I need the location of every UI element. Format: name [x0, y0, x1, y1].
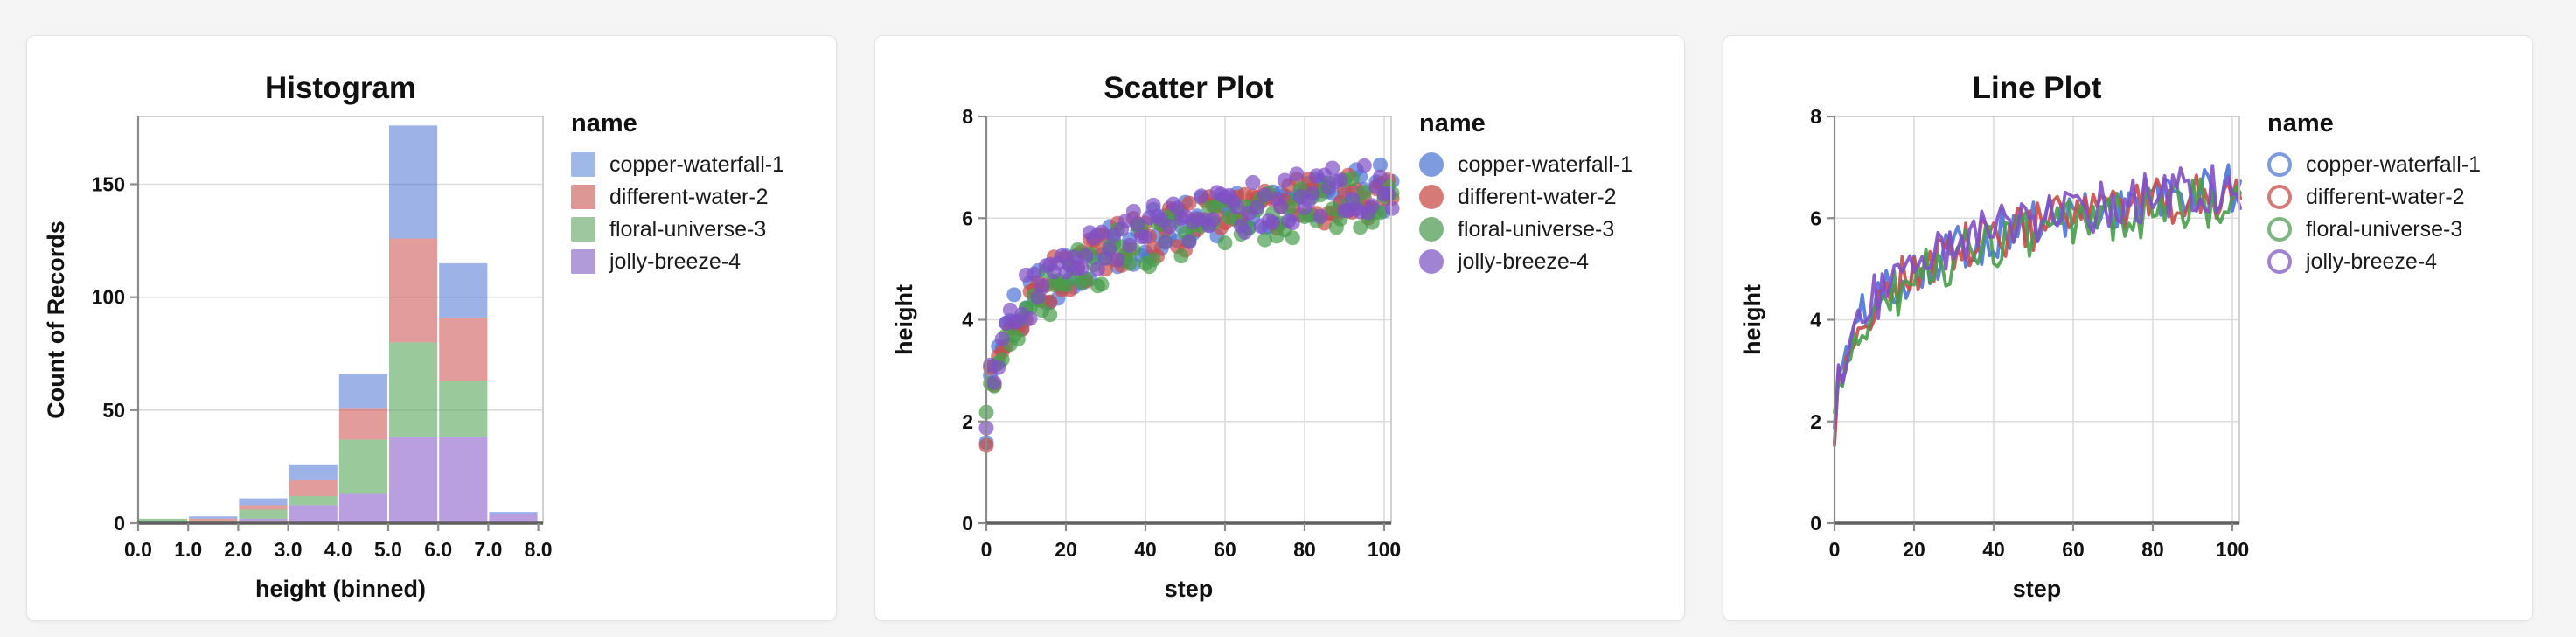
svg-text:20: 20 — [1055, 538, 1077, 561]
legend-item-jolly-breeze-4[interactable]: jolly-breeze-4 — [571, 249, 784, 274]
chart-title: Scatter Plot — [1104, 71, 1274, 105]
svg-text:2: 2 — [962, 410, 973, 433]
svg-text:100: 100 — [2216, 538, 2249, 561]
panel-line: Line Plot 0 20 40 60 80 100 0 2 4 6 8 step height na… — [1723, 35, 2533, 621]
legend-item-label: different-water-2 — [609, 185, 769, 209]
svg-text:80: 80 — [1293, 538, 1316, 561]
legend-item-different-water-2[interactable]: different-water-2 — [1419, 185, 1633, 209]
panel-histogram: Histogram 0.0 1.0 2.0 3.0 4.0 5.0 6.0 7.0 8.0 0 50… — [26, 35, 837, 621]
svg-text:1.0: 1.0 — [174, 538, 202, 561]
svg-text:step: step — [2013, 576, 2062, 602]
panel-scatter: Scatter Plot 0 20 40 60 80 100 0 2 4 6 8 step height… — [874, 35, 1685, 621]
svg-text:7.0: 7.0 — [474, 538, 502, 561]
legend-swatch-icon — [1419, 152, 1444, 177]
legend-item-label: floral-universe-3 — [2306, 217, 2463, 242]
svg-text:20: 20 — [1903, 538, 1925, 561]
svg-text:8: 8 — [962, 105, 973, 128]
svg-text:height: height — [891, 284, 917, 355]
svg-text:2.0: 2.0 — [224, 538, 252, 561]
legend-swatch-icon — [571, 217, 595, 242]
svg-text:150: 150 — [92, 173, 125, 196]
svg-text:height: height — [1739, 284, 1765, 355]
svg-text:3.0: 3.0 — [275, 538, 303, 561]
legend-item-label: copper-waterfall-1 — [609, 152, 785, 177]
legend-item-jolly-breeze-4[interactable]: jolly-breeze-4 — [2267, 249, 2481, 274]
legend-swatch-icon — [571, 249, 595, 274]
legend-swatch-icon — [2267, 217, 2292, 242]
legend-title: name — [1419, 109, 1486, 137]
svg-text:6: 6 — [1810, 206, 1821, 229]
svg-text:0.0: 0.0 — [124, 538, 152, 561]
legend-item-label: copper-waterfall-1 — [1458, 152, 1633, 177]
histogram-chart[interactable]: 0.0 1.0 2.0 3.0 4.0 5.0 6.0 7.0 8.0 0 50 100 150 heig… — [27, 36, 836, 620]
svg-text:40: 40 — [1134, 538, 1157, 561]
legend: name copper-waterfall-1 different-water-… — [2267, 109, 2481, 282]
charts-board: Histogram 0.0 1.0 2.0 3.0 4.0 5.0 6.0 7.0 8.0 0 50… — [26, 35, 2533, 621]
svg-text:8: 8 — [1810, 105, 1821, 128]
legend-swatch-icon — [571, 185, 595, 209]
legend: name copper-waterfall-1 different-water-… — [1419, 109, 1633, 282]
svg-text:6: 6 — [962, 206, 973, 229]
chart-title: Histogram — [264, 71, 417, 105]
legend-item-floral-universe-3[interactable]: floral-universe-3 — [571, 217, 784, 242]
legend-item-floral-universe-3[interactable]: floral-universe-3 — [2267, 217, 2481, 242]
scatter-chart[interactable]: 0 20 40 60 80 100 0 2 4 6 8 step height — [875, 36, 1684, 620]
svg-text:4.0: 4.0 — [324, 538, 352, 561]
svg-text:4: 4 — [1810, 309, 1821, 332]
svg-text:0: 0 — [962, 512, 973, 535]
svg-text:2: 2 — [1810, 410, 1821, 433]
legend-item-different-water-2[interactable]: different-water-2 — [571, 185, 784, 209]
legend-item-copper-waterfall-1[interactable]: copper-waterfall-1 — [571, 152, 784, 177]
legend-item-copper-waterfall-1[interactable]: copper-waterfall-1 — [2267, 152, 2481, 177]
legend-item-label: floral-universe-3 — [609, 217, 767, 242]
legend-swatch-icon — [1419, 249, 1444, 274]
legend-swatch-icon — [2267, 152, 2292, 177]
svg-text:0: 0 — [981, 538, 992, 561]
svg-text:step: step — [1165, 576, 1214, 602]
svg-text:0: 0 — [114, 512, 125, 535]
svg-text:100: 100 — [1368, 538, 1401, 561]
legend-swatch-icon — [2267, 249, 2292, 274]
legend-swatch-icon — [571, 152, 595, 177]
svg-text:0: 0 — [1829, 538, 1841, 561]
svg-text:80: 80 — [2141, 538, 2164, 561]
legend-item-label: copper-waterfall-1 — [2306, 152, 2482, 177]
legend-item-label: jolly-breeze-4 — [1458, 249, 1590, 274]
legend-item-label: floral-universe-3 — [1458, 217, 1615, 242]
legend-item-label: jolly-breeze-4 — [2306, 249, 2438, 274]
svg-text:height (binned): height (binned) — [255, 576, 426, 602]
chart-title: Line Plot — [1972, 71, 2102, 105]
svg-text:40: 40 — [1982, 538, 2005, 561]
svg-text:8.0: 8.0 — [525, 538, 553, 561]
legend-item-copper-waterfall-1[interactable]: copper-waterfall-1 — [1419, 152, 1633, 177]
legend-swatch-icon — [2267, 185, 2292, 209]
svg-text:0: 0 — [1810, 512, 1821, 535]
legend-item-different-water-2[interactable]: different-water-2 — [2267, 185, 2481, 209]
legend-title: name — [571, 109, 637, 137]
legend-item-label: different-water-2 — [1458, 185, 1617, 209]
legend-item-floral-universe-3[interactable]: floral-universe-3 — [1419, 217, 1633, 242]
svg-text:100: 100 — [92, 286, 125, 309]
svg-text:Count of Records: Count of Records — [43, 220, 69, 419]
legend: name copper-waterfall-1 different-water-… — [571, 109, 784, 282]
legend-swatch-icon — [1419, 185, 1444, 209]
svg-text:60: 60 — [1214, 538, 1236, 561]
svg-text:5.0: 5.0 — [374, 538, 402, 561]
legend-item-label: jolly-breeze-4 — [609, 249, 741, 274]
svg-text:4: 4 — [962, 309, 973, 332]
line-chart[interactable]: 0 20 40 60 80 100 0 2 4 6 8 step height — [1723, 36, 2532, 620]
legend-item-jolly-breeze-4[interactable]: jolly-breeze-4 — [1419, 249, 1633, 274]
svg-text:60: 60 — [2062, 538, 2085, 561]
svg-text:50: 50 — [102, 399, 125, 422]
svg-text:6.0: 6.0 — [424, 538, 452, 561]
legend-title: name — [2267, 109, 2334, 137]
legend-swatch-icon — [1419, 217, 1444, 242]
legend-item-label: different-water-2 — [2306, 185, 2465, 209]
